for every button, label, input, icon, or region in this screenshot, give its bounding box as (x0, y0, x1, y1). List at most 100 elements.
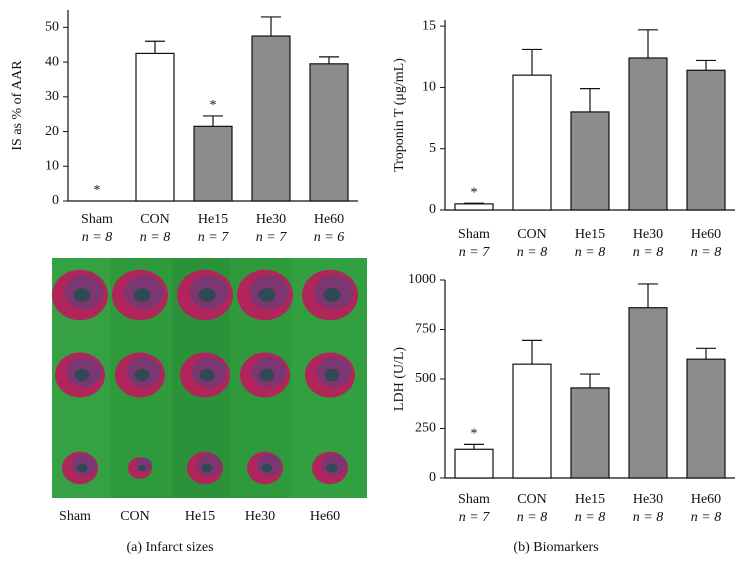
x-tick-label: He60 (691, 492, 721, 507)
heart-slice-cavity (199, 368, 215, 382)
bar (570, 387, 610, 479)
bar (628, 307, 668, 479)
group-size: n = 8 (140, 230, 170, 245)
bar (512, 363, 552, 479)
y-tick-label: 500 (415, 371, 436, 386)
x-tick-label: He15 (575, 227, 605, 242)
y-axis-label: Troponin T (μg/mL) (392, 58, 407, 172)
photo-label: CON (120, 509, 150, 524)
group-size: n = 8 (575, 510, 605, 525)
group-size: n = 8 (691, 510, 721, 525)
y-tick-label: 1000 (408, 272, 436, 287)
bar (628, 57, 668, 211)
error-bar (319, 56, 339, 64)
group-size: n = 8 (517, 510, 547, 525)
group-size: n = 8 (633, 245, 663, 260)
photo-label: He60 (310, 509, 340, 524)
y-tick-label: 50 (45, 20, 59, 35)
y-axis-label: IS as % of AAR (10, 60, 25, 151)
heart-slice-cavity (138, 465, 146, 471)
heart-slice-cavity (323, 288, 341, 302)
bar (686, 358, 726, 479)
x-tick-label: Sham (458, 227, 490, 242)
y-tick-label: 0 (52, 193, 59, 208)
y-tick-label: 0 (429, 202, 436, 217)
y-tick-label: 10 (422, 80, 436, 95)
group-size: n = 7 (459, 510, 490, 525)
bar (251, 35, 291, 202)
error-bar (464, 202, 484, 204)
x-tick-label: Sham (81, 212, 113, 227)
x-tick-label: CON (517, 492, 547, 507)
error-bar (145, 40, 165, 54)
error-bar (696, 59, 716, 71)
error-bar (580, 88, 600, 112)
significance: * (471, 427, 478, 442)
significance: * (471, 185, 478, 200)
x-tick-label: Sham (458, 492, 490, 507)
heart-slice-cavity (76, 463, 88, 473)
photo-label: He30 (245, 509, 275, 524)
error-bar (638, 29, 658, 58)
x-tick-label: He15 (575, 492, 605, 507)
group-size: n = 7 (198, 230, 229, 245)
y-tick-label: 750 (415, 322, 436, 337)
group-size: n = 7 (256, 230, 287, 245)
y-tick-label: 15 (422, 18, 436, 33)
y-tick-label: 20 (45, 124, 59, 139)
x-tick-label: He30 (633, 227, 663, 242)
x-tick-label: He30 (633, 492, 663, 507)
photo-label: Sham (59, 509, 91, 524)
y-tick-label: 250 (415, 421, 436, 436)
heart-slice-cavity (134, 368, 150, 382)
heart-slice-cavity (326, 463, 338, 473)
y-tick-label: 40 (45, 54, 59, 69)
error-bar (522, 339, 542, 365)
heart-slice-cavity (324, 368, 340, 382)
heart-slice-cavity (198, 288, 216, 302)
error-bar (261, 16, 281, 37)
caption: (a) Infarct sizes (126, 540, 213, 555)
error-bar (522, 48, 542, 76)
bar (454, 203, 494, 211)
error-bar (464, 443, 484, 450)
caption: (b) Biomarkers (513, 540, 598, 555)
bar (512, 74, 552, 211)
group-size: n = 8 (633, 510, 663, 525)
error-bar (638, 283, 658, 308)
heart-slice-cavity (259, 368, 275, 382)
heart-slice-cavity (73, 288, 91, 302)
y-axis-label: LDH (U/L) (392, 347, 407, 411)
bar (193, 125, 233, 202)
y-tick-label: 10 (45, 158, 59, 173)
significance: * (210, 98, 217, 113)
error-bar (696, 347, 716, 360)
y-tick-label: 5 (429, 141, 436, 156)
x-tick-label: CON (140, 212, 170, 227)
x-tick-label: He60 (691, 227, 721, 242)
group-size: n = 8 (82, 230, 112, 245)
bar (135, 52, 175, 202)
bar (686, 69, 726, 211)
heart-slice-cavity (74, 368, 90, 382)
heart-slice-cavity (133, 288, 151, 302)
group-size: n = 7 (459, 245, 490, 260)
bar (309, 63, 349, 202)
y-tick-label: 0 (429, 470, 436, 485)
x-tick-label: He60 (314, 212, 344, 227)
bar (570, 111, 610, 211)
x-tick-label: CON (517, 227, 547, 242)
x-tick-label: He15 (198, 212, 228, 227)
y-tick-label: 30 (45, 89, 59, 104)
heart-slice-cavity (261, 463, 273, 473)
heart-slice-cavity (201, 463, 213, 473)
group-size: n = 8 (691, 245, 721, 260)
photo (52, 258, 367, 498)
photo-label: He15 (185, 509, 215, 524)
bar (454, 448, 494, 479)
group-size: n = 6 (314, 230, 344, 245)
error-bar (580, 373, 600, 388)
significance: * (94, 183, 101, 198)
x-tick-label: He30 (256, 212, 286, 227)
